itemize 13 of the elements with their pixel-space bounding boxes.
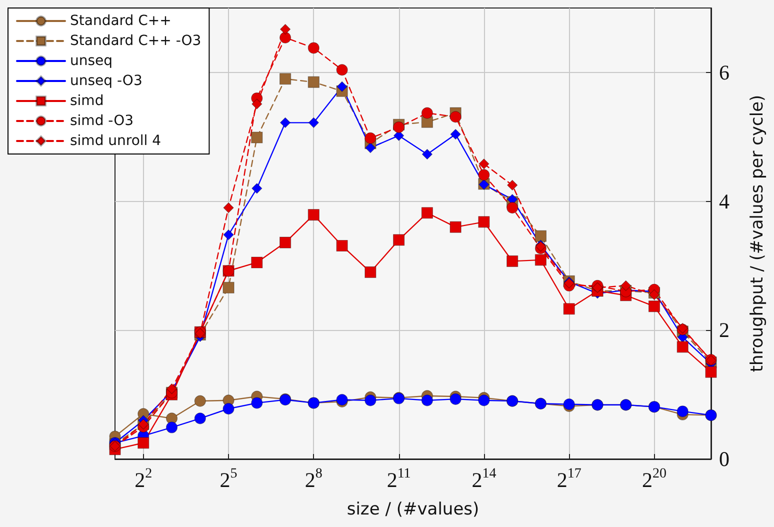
y-axis-title: throughput / (#values per cycle) xyxy=(748,94,768,372)
legend-label: unseq -O3 xyxy=(70,73,142,89)
y-tick-label: 4 xyxy=(719,189,730,214)
y-tick-label: 6 xyxy=(719,60,730,84)
legend-label: simd -O3 xyxy=(70,113,134,129)
x-axis-title: size / (#values) xyxy=(346,500,480,520)
legend-label: Standard C++ -O3 xyxy=(70,33,202,49)
legend-label: unseq xyxy=(70,53,113,69)
y-tick-label: 0 xyxy=(719,447,730,471)
legend-label: simd unroll 4 xyxy=(70,133,162,149)
legend-label: simd xyxy=(70,93,104,109)
y-tick-label: 2 xyxy=(719,318,730,342)
legend-label: Standard C++ xyxy=(70,13,172,29)
